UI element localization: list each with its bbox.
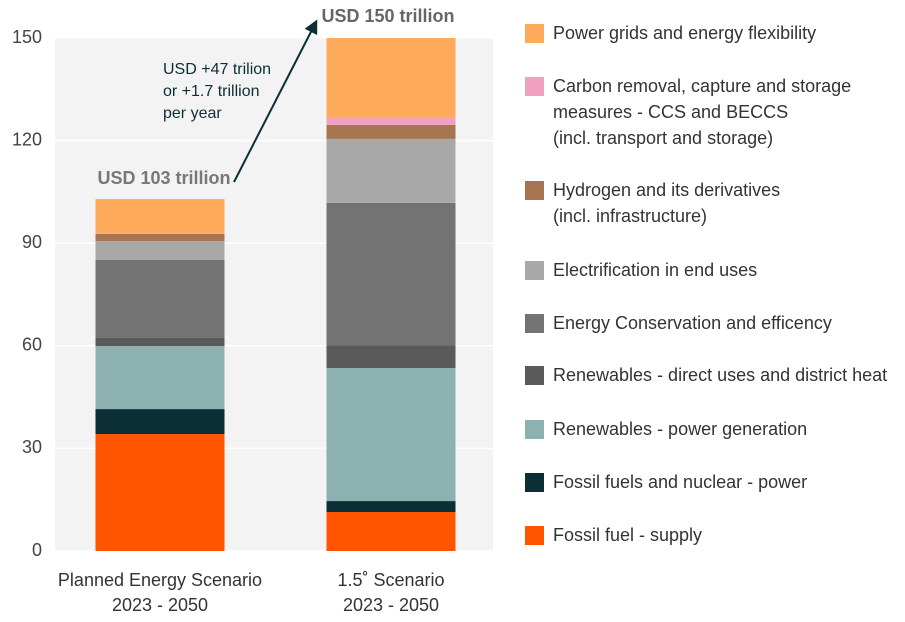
annotation-arrow bbox=[233, 19, 318, 183]
bar-segment bbox=[326, 124, 456, 139]
legend-item: Energy Conservation and efficency bbox=[525, 312, 832, 336]
legend-label: Renewables - direct uses and district he… bbox=[553, 365, 888, 385]
x-tick-label-line: 2023 - 2050 bbox=[111, 595, 209, 615]
legend-label: Hydrogen and its derivatives (incl. infr… bbox=[553, 180, 781, 226]
bar-segment bbox=[95, 233, 225, 242]
x-tick-label-line: 2023 - 2050 bbox=[342, 595, 440, 615]
legend-label: Fossil fuels and nuclear - power bbox=[553, 472, 808, 492]
legend-swatch bbox=[525, 314, 544, 333]
legend-item: Power grids and energy flexibility bbox=[525, 22, 816, 46]
annotation: USD 150 trillion bbox=[321, 6, 454, 26]
legend-swatch bbox=[525, 181, 544, 200]
bar-segment bbox=[326, 512, 456, 551]
bar-segment bbox=[326, 345, 456, 369]
legend-label: Carbon removal, capture and storage meas… bbox=[553, 76, 852, 148]
legend-label: Energy Conservation and efficency bbox=[553, 313, 832, 333]
y-tick-label: 120 bbox=[12, 129, 42, 149]
bar-segment bbox=[326, 117, 456, 125]
bar-segment bbox=[95, 346, 225, 410]
legend-swatch bbox=[525, 526, 544, 545]
bar-segment bbox=[95, 241, 225, 260]
y-tick-label: 30 bbox=[22, 437, 42, 457]
bar-segment bbox=[326, 38, 456, 118]
annotation: per year bbox=[163, 105, 222, 122]
y-tick-label: 150 bbox=[12, 27, 42, 47]
legend-swatch bbox=[525, 24, 544, 43]
x-tick-label-line: Planned Energy Scenario bbox=[57, 570, 263, 590]
legend-swatch bbox=[525, 261, 544, 280]
bar-segment bbox=[95, 199, 225, 233]
bar-segment bbox=[95, 337, 225, 347]
legend-label: Renewables - power generation bbox=[553, 419, 808, 439]
legend-item: Renewables - direct uses and district he… bbox=[525, 364, 887, 388]
annotation: USD 103 trillion bbox=[97, 168, 230, 188]
bar-segment bbox=[326, 202, 456, 346]
legend-item: Renewables - power generation bbox=[525, 418, 807, 442]
annotation: or +1.7 trillion bbox=[163, 83, 260, 100]
y-tick-label: 0 bbox=[32, 540, 42, 560]
x-tick-label: Planned Energy Scenario 2023 - 2050 bbox=[40, 568, 280, 618]
legend-item: Fossil fuels and nuclear - power bbox=[525, 471, 807, 495]
legend-label: Fossil fuel - supply bbox=[553, 525, 703, 545]
x-tick-label: 1.5˚ Scenario 2023 - 2050 bbox=[271, 568, 511, 618]
y-tick-label: 60 bbox=[22, 335, 42, 355]
legend-item: Fossil fuel - supply bbox=[525, 524, 702, 548]
bar-segment bbox=[95, 259, 225, 338]
legend-item: Hydrogen and its derivatives (incl. infr… bbox=[525, 179, 780, 229]
bar-segment bbox=[326, 138, 456, 203]
legend-swatch bbox=[525, 77, 544, 96]
legend-item: Carbon removal, capture and storage meas… bbox=[525, 75, 851, 151]
bar-segment bbox=[95, 232, 225, 234]
x-tick-label-line: 1.5˚ Scenario bbox=[337, 570, 445, 590]
legend-swatch bbox=[525, 420, 544, 439]
legend-item: Electrification in end uses bbox=[525, 259, 757, 283]
bar-segment bbox=[95, 434, 225, 551]
y-tick-label: 90 bbox=[22, 232, 42, 252]
legend-label: Power grids and energy flexibility bbox=[553, 23, 817, 43]
bar-segment bbox=[95, 409, 225, 435]
bar-segment bbox=[326, 501, 456, 513]
legend-swatch bbox=[525, 366, 544, 385]
annotation: USD +47 trilion bbox=[163, 61, 271, 78]
bar-segment bbox=[326, 368, 456, 502]
legend-label: Electrification in end uses bbox=[553, 260, 758, 280]
legend-swatch bbox=[525, 473, 544, 492]
